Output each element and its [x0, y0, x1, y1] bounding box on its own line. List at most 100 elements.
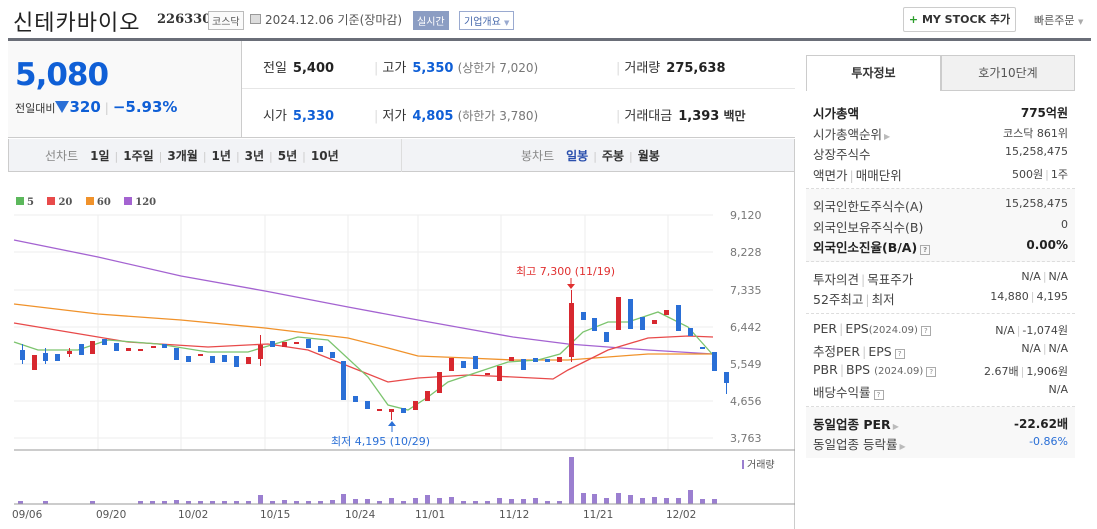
svg-text:12/02: 12/02	[666, 509, 696, 521]
tab-3m[interactable]: 3개월	[167, 149, 198, 163]
svg-text:10/24: 10/24	[345, 509, 376, 521]
opinion-row: 투자의견 | 목표주가 N/A | N/A	[813, 269, 1068, 287]
current-price-panel: 5,080 전일대비 320 | −5.93%	[8, 41, 242, 138]
svg-text:7,335: 7,335	[730, 284, 762, 297]
market-cap-row: 시가총액 775억원	[813, 106, 1068, 121]
tab-monthly[interactable]: 월봉	[637, 149, 660, 163]
arrow-right-icon: ▶	[884, 131, 891, 141]
foreign-limit-row: 외국인한도주식수(A) 15,258,475	[813, 197, 1068, 214]
low-annotation: 최저 4,195 (10/29)	[331, 435, 430, 448]
foreign-section: 외국인한도주식수(A) 15,258,475 외국인보유주식수(B) 0 외국인소진…	[806, 189, 1075, 262]
price-chart: 5 20 60 120 9,120 8,228 7,335 6,4	[8, 172, 795, 529]
date-text: 2024.12.06 기준(장마감)	[265, 13, 403, 27]
realtime-button[interactable]: 실시간	[413, 11, 449, 30]
market-badge: 코스닥	[208, 11, 244, 30]
stat-volume: | 거래량 275,638	[616, 61, 726, 76]
help-icon[interactable]: ?	[926, 366, 937, 377]
svg-text:8,228: 8,228	[730, 246, 762, 259]
foreign-held-row: 외국인보유주식수(B) 0	[813, 217, 1068, 235]
opinion-section: 투자의견 | 목표주가 N/A | N/A 52주최고 | 최저 14,880 | 4,195	[806, 262, 1075, 314]
company-info-label: 기업개요	[464, 17, 501, 28]
tab-1w[interactable]: 1주일	[123, 149, 154, 163]
legend-ma120: 120	[124, 197, 156, 208]
company-info-dropdown[interactable]: 기업개요 ▼	[459, 11, 515, 30]
sector-section: 동일업종 PER ▶ -22.62배 동일업종 등락률 ▶ -0.86%	[806, 406, 1075, 458]
stock-code: 226330	[157, 12, 212, 27]
quick-order-dropdown[interactable]: 빠른주문 ▼	[1034, 12, 1083, 28]
tab-weekly[interactable]: 주봉	[601, 149, 625, 163]
svg-text:11/21: 11/21	[583, 509, 613, 521]
stat-high: | 고가 5,350 (상한가 7,020)	[374, 61, 539, 76]
calendar-icon	[250, 14, 261, 24]
add-mystock-button[interactable]: + MY STOCK 추가	[903, 7, 1016, 32]
line-chart-tabs: 선차트 1일 | 1주일 | 3개월 | 1년 | 3년 | 5년 | 10년	[45, 149, 339, 163]
pbr-bps-row: PBR | BPS (2024.09)? 2.67배 | 1,906원	[813, 361, 1068, 378]
face-value-row: 액면가 | 매매단위 500원 | 1주	[813, 167, 1068, 183]
info-tabs: 투자정보 호가10단계	[806, 55, 1075, 91]
chart-tabbar: 선차트 1일 | 1주일 | 3개월 | 1년 | 3년 | 5년 | 10년 봉차트 일봉 | 주봉 | 월봉	[8, 139, 795, 172]
svg-text:10/15: 10/15	[260, 509, 290, 521]
valuation-section: PER | EPS(2024.09)? N/A | -1,074원 추정PER | EPS? N…	[806, 314, 1075, 407]
chevron-down-icon: ▼	[1077, 18, 1084, 26]
candle-chart-label: 봉차트	[521, 149, 555, 163]
separator: |	[104, 101, 109, 115]
svg-text:09/06: 09/06	[12, 509, 43, 521]
tab-1y[interactable]: 1년	[211, 149, 231, 163]
help-icon[interactable]: ?	[920, 245, 931, 255]
change-label: 전일대비	[15, 102, 56, 115]
quick-order-label: 빠른주문	[1034, 14, 1075, 27]
help-icon[interactable]: ?	[920, 325, 931, 336]
tab-5y[interactable]: 5년	[277, 149, 298, 163]
tab-order-book[interactable]: 호가10단계	[941, 55, 1075, 91]
svg-text:9,120: 9,120	[730, 209, 762, 222]
change-amount: 320	[69, 98, 101, 116]
investment-info-panel: 투자정보 호가10단계 시가총액 775억원 시가총액순위 ▶ 코스닥 861위 상장…	[806, 55, 1075, 458]
tab-investment-info[interactable]: 투자정보	[806, 55, 941, 91]
listed-shares-row: 상장주식수 15,258,475	[813, 145, 1068, 162]
mystock-label: MY STOCK 추가	[921, 13, 1011, 26]
svg-text:09/20: 09/20	[96, 509, 126, 521]
chevron-down-icon: ▼	[504, 19, 510, 27]
svg-text:5,549: 5,549	[730, 358, 762, 371]
help-icon[interactable]: ?	[873, 390, 884, 400]
current-price: 5,080	[15, 57, 109, 93]
plus-icon: +	[908, 13, 919, 26]
arrow-right-icon: ▶	[892, 421, 899, 431]
per-eps-row: PER | EPS(2024.09)? N/A | -1,074원	[813, 320, 1068, 337]
candlestick-chart: 9,120 8,228 7,335 6,442 5,549 4,656 3,76…	[12, 209, 795, 521]
help-icon[interactable]: ?	[894, 349, 905, 359]
tab-3y[interactable]: 3년	[244, 149, 265, 163]
svg-text:4,656: 4,656	[730, 395, 762, 408]
est-per-eps-row: 추정PER | EPS? N/A | N/A	[813, 342, 1068, 359]
legend-ma20: 20	[47, 197, 72, 208]
tab-daily[interactable]: 일봉	[566, 149, 589, 163]
sector-change-row[interactable]: 동일업종 등락률 ▶ -0.86%	[813, 435, 1068, 452]
svg-text:3,763: 3,763	[730, 432, 762, 445]
stat-open: 시가 5,330	[263, 109, 335, 124]
line-chart-label: 선차트	[45, 149, 79, 163]
tab-10y[interactable]: 10년	[310, 149, 339, 163]
down-triangle-icon	[55, 101, 70, 113]
foreign-ratio-row: 외국인소진율(B/A)? 0.00%	[813, 238, 1068, 255]
svg-text:10/02: 10/02	[178, 509, 208, 521]
header-divider	[8, 38, 1091, 41]
svg-text:6,442: 6,442	[730, 321, 762, 334]
stat-low: | 저가 4,805 (하한가 3,780)	[374, 109, 539, 124]
market-cap-rank-row[interactable]: 시가총액순위 ▶ 코스닥 861위	[813, 126, 1068, 142]
price-change: 전일대비 320 | −5.93%	[15, 98, 177, 116]
change-percent: −5.93%	[112, 98, 178, 116]
volume-legend: 거래량	[747, 459, 775, 471]
price-stats: 전일 5,400 | 고가 5,350 (상한가 7,020) | 거래량 275,638…	[242, 41, 795, 138]
market-cap-section: 시가총액 775억원 시가총액순위 ▶ 코스닥 861위 상장주식수 15,258,47…	[806, 91, 1075, 189]
stat-trade-value: | 거래대금 1,393 백만	[616, 109, 746, 124]
high-annotation: 최고 7,300 (11/19)	[516, 265, 615, 278]
legend-ma5: 5	[16, 197, 34, 208]
sector-per-row[interactable]: 동일업종 PER ▶ -22.62배	[813, 416, 1068, 432]
svg-text:11/12: 11/12	[499, 509, 529, 521]
stat-prev-close: 전일 5,400	[263, 61, 335, 76]
stock-header: 신테카바이오 226330 코스닥 2024.12.06 기준(장마감) 실시간…	[0, 0, 1097, 38]
tab-divider	[401, 139, 402, 172]
company-name: 신테카바이오	[13, 11, 141, 36]
chart-legend: 5 20 60 120	[16, 197, 166, 208]
tab-1d[interactable]: 1일	[90, 149, 110, 163]
